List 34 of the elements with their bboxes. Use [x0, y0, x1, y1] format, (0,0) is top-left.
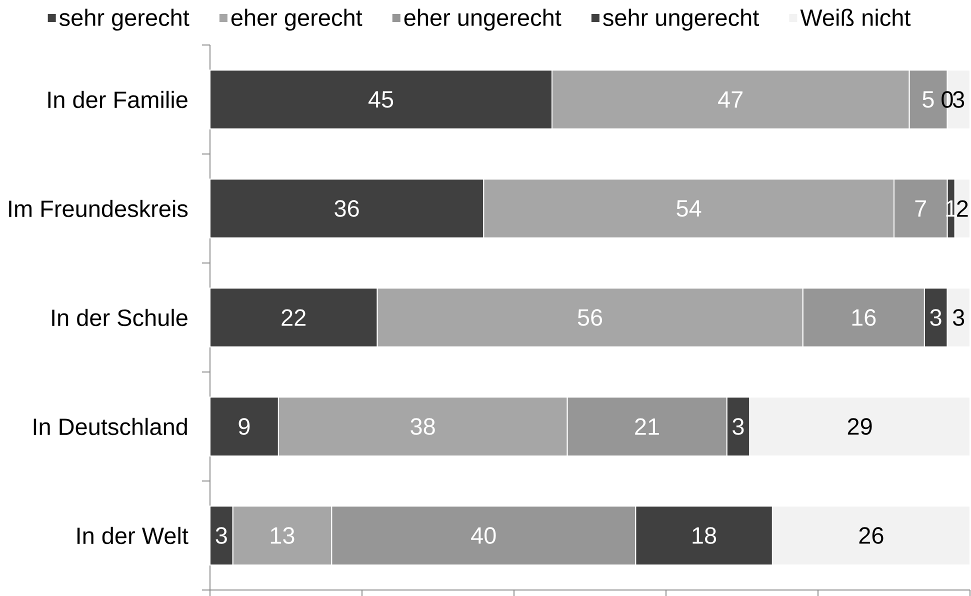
- data-label: 3: [216, 527, 227, 544]
- y-tick-label: In Deutschland: [34, 418, 187, 436]
- data-label: 29: [848, 418, 872, 435]
- data-label: 47: [718, 91, 742, 108]
- data-label: 3: [732, 418, 744, 435]
- data-label: 40: [471, 527, 496, 544]
- data-label: 26: [859, 527, 884, 544]
- data-label: 3: [930, 309, 942, 326]
- data-label: 2: [957, 200, 968, 217]
- y-tick-label: In der Welt: [77, 526, 188, 544]
- y-tick-label: In der Familie: [48, 90, 188, 108]
- data-label: 56: [578, 309, 602, 326]
- data-label: 3: [952, 309, 964, 326]
- y-tick-label: In der Schule: [52, 308, 188, 326]
- data-label: 45: [368, 91, 394, 108]
- data-label: 36: [334, 200, 359, 217]
- legend-label: eher gerecht: [231, 8, 362, 31]
- data-label: 7: [915, 200, 926, 217]
- data-label: 16: [852, 309, 876, 326]
- data-label: 22: [282, 309, 306, 326]
- data-label: 3: [952, 91, 964, 108]
- data-label: 0: [942, 91, 953, 108]
- data-label: 21: [635, 418, 659, 435]
- data-label: 13: [270, 527, 294, 544]
- data-label: 54: [676, 200, 702, 217]
- legend-label: eher ungerecht: [404, 8, 562, 31]
- legend-label: Weiß nicht: [800, 8, 911, 26]
- legend-label: sehr ungerecht: [603, 8, 759, 31]
- data-label: 9: [238, 418, 250, 435]
- legend-label: sehr gerecht: [59, 8, 190, 31]
- data-label: 5: [922, 91, 934, 108]
- data-label: 18: [692, 527, 716, 544]
- data-label: 38: [410, 418, 435, 435]
- y-tick-label: Im Freundeskreis: [9, 200, 188, 218]
